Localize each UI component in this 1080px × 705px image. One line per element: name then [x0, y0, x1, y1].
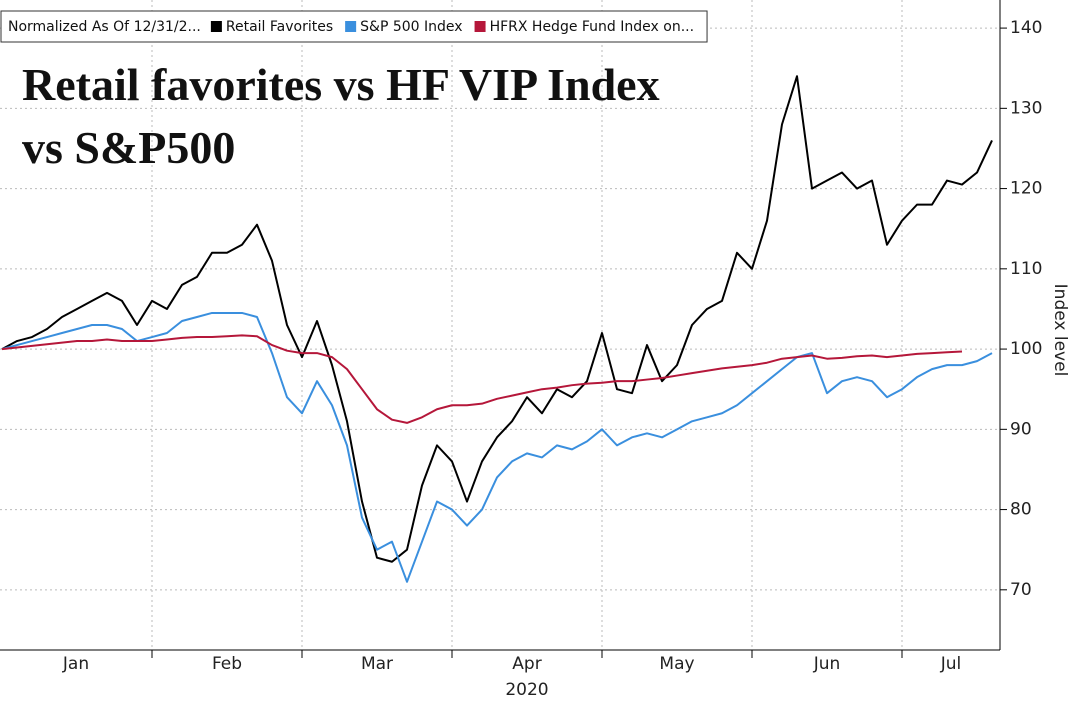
legend-box [0, 10, 708, 43]
x-tick-label: Jun [813, 654, 841, 674]
y-tick-label: 100 [1010, 339, 1042, 359]
y-axis-label: Index level [1050, 284, 1070, 377]
y-tick-label: 120 [1010, 179, 1042, 199]
legend-label: Retail Favorites [226, 19, 333, 35]
x-axis-label: 2020 [505, 680, 548, 700]
x-tick-label: May [659, 654, 694, 674]
x-tick-label: Mar [361, 654, 393, 674]
plot-area [0, 0, 1007, 658]
series-line [1, 311, 993, 583]
legend-label: HFRX Hedge Fund Index on... [490, 19, 694, 35]
y-tick-label: 130 [1010, 98, 1042, 118]
x-tick-label: Jan [62, 654, 89, 674]
chart-title: Retail favorites vs HF VIP Index [22, 59, 660, 110]
series-line [1, 334, 963, 424]
legend-title: Normalized As Of 12/31/2... [8, 19, 201, 35]
x-tick-label: Feb [212, 654, 242, 674]
legend-swatch [345, 21, 357, 32]
y-tick-label: 70 [1010, 580, 1032, 600]
y-tick-label: 80 [1010, 500, 1032, 520]
y-tick-label: 140 [1010, 18, 1042, 38]
legend-swatch [474, 21, 486, 32]
x-tick-label: Jul [940, 654, 962, 674]
y-tick-label: 90 [1010, 419, 1032, 439]
legend-label: S&P 500 Index [360, 19, 462, 35]
y-tick-label: 110 [1010, 259, 1042, 279]
x-tick-label: Apr [512, 654, 541, 674]
legend-swatch [210, 21, 222, 32]
chart-title: vs S&P500 [22, 122, 235, 173]
series-line [1, 75, 993, 563]
legend: Normalized As Of 12/31/2... Retail Favori… [0, 10, 708, 43]
